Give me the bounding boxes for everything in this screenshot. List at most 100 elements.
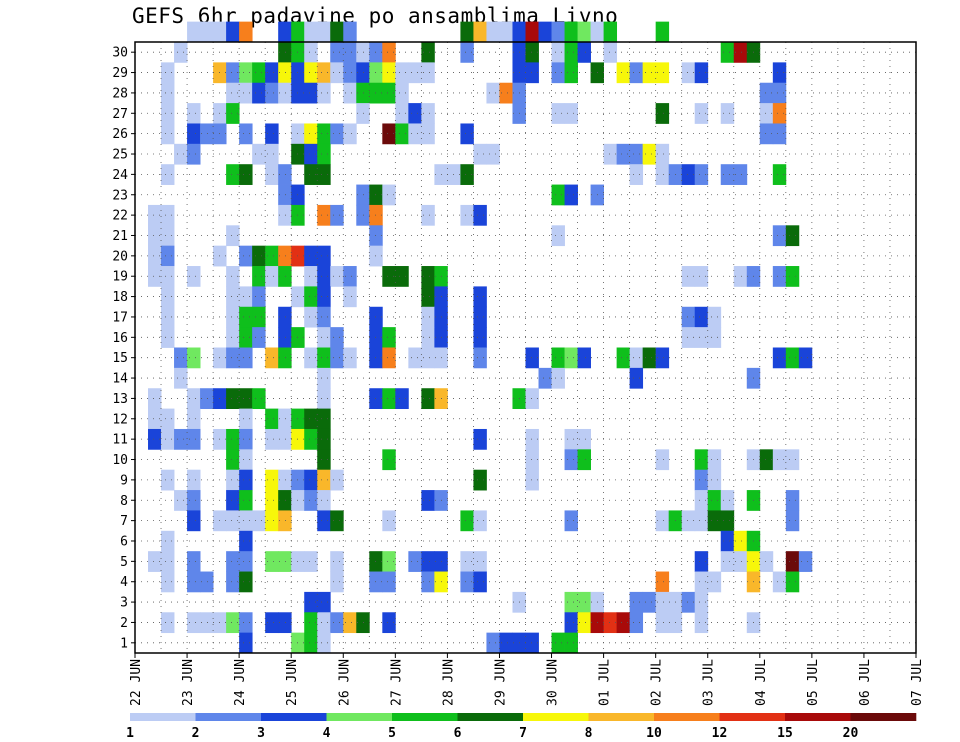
heatmap-cell bbox=[226, 388, 240, 409]
heatmap-cell bbox=[395, 103, 409, 124]
heatmap-cell bbox=[200, 21, 214, 43]
heatmap-cell bbox=[772, 347, 787, 369]
heatmap-cell bbox=[265, 164, 279, 185]
y-tick-label: 11 bbox=[112, 433, 128, 448]
heatmap-cell bbox=[681, 164, 696, 185]
heatmap-cell bbox=[629, 591, 644, 613]
heatmap-cell bbox=[759, 103, 774, 124]
heatmap-cell bbox=[460, 42, 474, 63]
heatmap-cell bbox=[382, 184, 396, 206]
heatmap-cell bbox=[369, 571, 383, 593]
heatmap-cell bbox=[330, 42, 344, 63]
heatmap-cell bbox=[421, 42, 435, 63]
heatmap-cell bbox=[252, 245, 266, 267]
legend-label: 8 bbox=[585, 726, 593, 741]
y-tick-label: 20 bbox=[112, 249, 128, 264]
y-tick-label: 9 bbox=[120, 473, 128, 488]
heatmap-cell bbox=[252, 388, 266, 409]
legend-swatch bbox=[654, 713, 720, 721]
heatmap-cell bbox=[161, 306, 175, 328]
heatmap-cell bbox=[304, 266, 318, 287]
grid-lines bbox=[134, 42, 917, 653]
heatmap-cell bbox=[759, 449, 774, 471]
heatmap-cell bbox=[382, 571, 396, 593]
heatmap-cell bbox=[629, 347, 644, 369]
heatmap-cell bbox=[304, 551, 318, 572]
x-tick-label: 01 JUL bbox=[598, 659, 613, 706]
heatmap-cell bbox=[473, 143, 487, 165]
heatmap-cell bbox=[395, 123, 409, 145]
heatmap-cell bbox=[252, 327, 266, 348]
x-tick-label: 28 JUN bbox=[441, 659, 456, 706]
heatmap-cell bbox=[265, 266, 279, 287]
heatmap-cell bbox=[304, 164, 318, 185]
heatmap-cell bbox=[486, 143, 500, 165]
heatmap-cell bbox=[187, 612, 201, 634]
heatmap-cell bbox=[408, 62, 422, 84]
heatmap-cell bbox=[304, 591, 318, 613]
heatmap-cell bbox=[629, 62, 644, 84]
heatmap-cell bbox=[239, 245, 253, 267]
heatmap-cell bbox=[733, 266, 748, 287]
heatmap-cell bbox=[239, 327, 253, 348]
heatmap-cell bbox=[642, 62, 657, 84]
heatmap-cell bbox=[551, 42, 565, 63]
heatmap-cell bbox=[473, 286, 487, 308]
heatmap-cell bbox=[460, 164, 474, 185]
heatmap-cell bbox=[330, 327, 344, 348]
heatmap-cell bbox=[304, 62, 318, 84]
heatmap-cell bbox=[356, 612, 370, 634]
y-tick-label: 30 bbox=[112, 46, 128, 61]
heatmap-cell bbox=[161, 469, 175, 491]
heatmap-cell bbox=[421, 204, 435, 226]
heatmap-cell bbox=[317, 21, 331, 43]
heatmap-cell bbox=[473, 306, 487, 328]
legend-label: 20 bbox=[843, 726, 859, 741]
legend-label: 10 bbox=[646, 726, 662, 741]
heatmap-cell bbox=[408, 347, 422, 369]
heatmap-cell bbox=[551, 184, 565, 206]
heatmap-cell bbox=[473, 21, 487, 43]
heatmap-cell bbox=[304, 42, 318, 63]
y-tick-label: 14 bbox=[112, 372, 128, 387]
heatmap-cell bbox=[369, 42, 383, 63]
heatmap-cell bbox=[343, 42, 357, 63]
heatmap-cell bbox=[161, 245, 175, 267]
heatmap-cell bbox=[161, 266, 175, 287]
heatmap-cell bbox=[187, 143, 201, 165]
heatmap-cell bbox=[265, 510, 279, 532]
heatmap-cell bbox=[694, 591, 709, 613]
legend-label: 6 bbox=[454, 726, 462, 741]
heatmap-cell bbox=[525, 62, 539, 84]
heatmap-cell bbox=[655, 591, 670, 613]
heatmap-cell bbox=[278, 347, 292, 369]
heatmap-cell bbox=[564, 449, 578, 471]
heatmap-cell bbox=[785, 510, 800, 532]
heatmap-cell bbox=[382, 510, 396, 532]
heatmap-cell bbox=[265, 551, 279, 572]
heatmap-cell bbox=[161, 551, 175, 572]
legend-swatch bbox=[261, 713, 327, 721]
heatmap-cell bbox=[200, 388, 214, 409]
heatmap-cell bbox=[395, 82, 409, 104]
heatmap-cell bbox=[317, 286, 331, 308]
heatmap-cell bbox=[460, 510, 474, 532]
heatmap-cell bbox=[707, 490, 722, 511]
y-tick-label: 7 bbox=[120, 514, 128, 529]
heatmap-cell bbox=[772, 103, 787, 124]
heatmap-cell bbox=[421, 490, 435, 511]
heatmap-cell bbox=[369, 225, 383, 247]
heatmap-cell bbox=[772, 266, 787, 287]
y-tick-label: 2 bbox=[120, 616, 128, 631]
heatmap-cell bbox=[278, 62, 292, 84]
heatmap-cell bbox=[577, 591, 591, 613]
heatmap-cell bbox=[278, 82, 292, 104]
heatmap-cell bbox=[161, 612, 175, 634]
heatmap-cell bbox=[317, 591, 331, 613]
heatmap-cell bbox=[239, 490, 253, 511]
heatmap-cell bbox=[681, 306, 696, 328]
heatmap-cell bbox=[278, 551, 292, 572]
plot-frame bbox=[134, 41, 917, 654]
heatmap-cell bbox=[356, 42, 370, 63]
heatmap-cell bbox=[564, 184, 578, 206]
